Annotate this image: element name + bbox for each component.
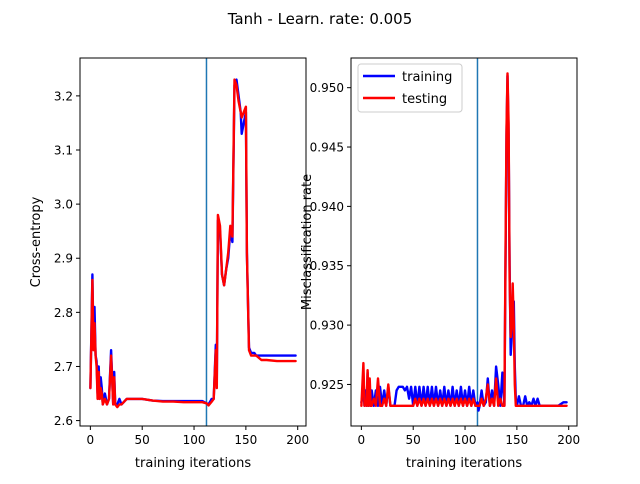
right-subplot-misclassification: 0 50 100 150 200 0.925 0.930 0.935 0.940 0.945 0.9… (300, 57, 581, 471)
left-xlabel: training iterations (135, 456, 251, 471)
left-ytick-label: 3.1 (54, 144, 73, 158)
left-ytick-label: 3.0 (54, 198, 73, 212)
right-plot-frame (350, 57, 578, 427)
left-ytick-label: 3.2 (54, 89, 73, 103)
right-series-testing-line (360, 72, 568, 407)
right-ytick-label: 0.930 (310, 319, 344, 333)
left-ytick-label: 2.7 (54, 360, 73, 374)
right-xtick-label: 150 (505, 433, 528, 447)
legend: training testing (357, 63, 463, 113)
right-xtick-label: 200 (557, 433, 580, 447)
legend-testing-label: testing (402, 92, 447, 107)
left-series-red-line (89, 78, 297, 409)
right-ytick-label: 0.940 (310, 200, 344, 214)
left-subplot-cross-entropy: 0 50 100 150 200 2.6 2.7 2.8 2.9 3.0 3.1 3.2 traini… (29, 57, 309, 471)
left-xtick-label: 150 (234, 433, 257, 447)
legend-training-label: training (402, 70, 452, 85)
figure-suptitle: Tanh - Learn. rate: 0.005 (227, 10, 413, 28)
left-ytick-label: 2.8 (54, 306, 73, 320)
left-xtick-label: 0 (87, 433, 95, 447)
left-plot-frame (79, 57, 307, 427)
right-xtick-label: 50 (406, 433, 421, 447)
left-xtick-label: 100 (183, 433, 206, 447)
right-plot-ticks: 0 50 100 150 200 0.925 0.930 0.935 0.940 0.945 0.9… (310, 81, 581, 447)
left-xtick-label: 50 (135, 433, 150, 447)
left-plot-ticks: 0 50 100 150 200 2.6 2.7 2.8 2.9 3.0 3.1 3.2 (54, 89, 309, 447)
right-ytick-label: 0.925 (310, 378, 344, 392)
right-plot-marks (360, 58, 568, 426)
left-plot-marks (89, 58, 297, 426)
left-xtick-label: 200 (286, 433, 309, 447)
right-ylabel: Misclassification rate (300, 174, 315, 310)
right-xtick-label: 100 (454, 433, 477, 447)
right-xtick-label: 0 (358, 433, 366, 447)
right-ytick-label: 0.935 (310, 259, 344, 273)
right-ytick-label: 0.945 (310, 141, 344, 155)
left-ytick-label: 2.9 (54, 252, 73, 266)
left-ytick-label: 2.6 (54, 414, 73, 428)
right-ytick-label: 0.950 (310, 81, 344, 95)
right-xlabel: training iterations (406, 456, 522, 471)
left-ylabel: Cross-entropy (29, 196, 44, 287)
